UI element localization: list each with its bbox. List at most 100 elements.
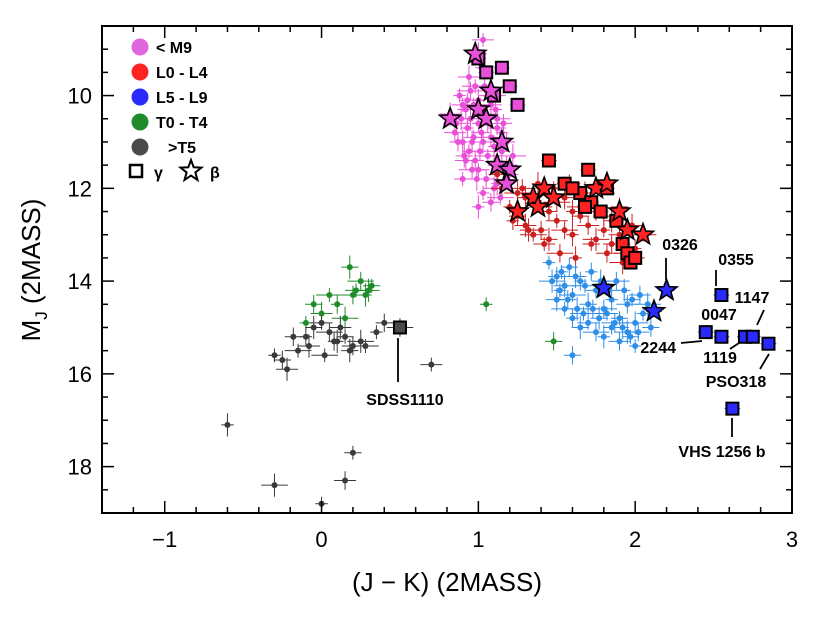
annotation-label: 2244 [640,340,676,357]
field-point [326,329,333,336]
field-point [541,240,548,247]
field-point [553,273,560,280]
field-point [556,287,563,294]
field-point [271,352,278,359]
field-point [592,329,599,336]
y-axis-label-main: M [16,320,46,342]
field-point [470,134,477,141]
y-axis-label: MJ (2MASS) [16,199,51,342]
field-point [589,305,596,312]
field-point [451,129,458,136]
field-point [572,254,579,261]
annotation-label: SDSS1110 [366,392,444,409]
field-point [632,319,639,326]
x-tick-label: 2 [629,527,641,552]
field-point [279,356,286,363]
field-point [310,324,317,331]
field-point [368,282,375,289]
beta-star-point [497,156,523,181]
legend: < M9 L0 - L4 L5 - L9 T0 - T4 >T5 γ β [128,38,220,183]
y-tick-label: 16 [68,362,92,387]
field-point [224,421,231,428]
field-point [346,264,353,271]
field-point [525,227,532,234]
gamma-square-point [628,250,643,265]
field-point [362,292,369,299]
field-point [492,106,499,113]
field-point [577,278,584,285]
field-point [346,347,353,354]
field-point [483,301,490,308]
field-point [284,366,291,373]
field-point [585,222,592,229]
field-point [381,319,388,326]
axis-ticks [102,26,792,513]
field-point [561,227,568,234]
gamma-square-point [578,199,592,214]
field-point [464,125,471,132]
field-point [478,129,485,136]
beta-star-point [540,184,567,209]
field-point [600,333,607,340]
beta-star-point [473,105,499,130]
field-point [549,278,556,285]
field-point [349,292,356,299]
beta-star-point [493,170,520,195]
y-tick-label: 14 [68,269,92,294]
gamma-square-point [698,325,713,340]
field-point [588,240,595,247]
annotation-leader-line [756,309,765,326]
field-point [459,101,466,108]
beta-star-point [478,77,504,102]
field-point [318,310,325,317]
field-point [553,217,560,224]
field-point [473,176,480,183]
gamma-square-point [761,336,776,351]
beta-star-point [504,198,531,223]
field-point [310,301,317,308]
gamma-square-point [502,79,517,94]
legend-label: L5 - L9 [156,90,208,107]
field-point [577,324,584,331]
gamma-square-point [714,288,729,303]
beta-star-point [525,193,551,218]
gamma-square-point [725,401,740,416]
annotation-label: 1147 [735,290,770,307]
x-tick-label: −1 [152,527,177,552]
field-point [326,292,333,299]
legend-swatch [131,88,149,106]
field-point [497,194,504,201]
field-point [613,278,620,285]
field-point [592,236,599,243]
field-point [428,361,435,368]
x-tick-label: 0 [315,527,327,552]
legend-label: < M9 [156,40,192,57]
field-point [616,338,623,345]
field-point [561,305,568,312]
field-point [561,194,568,201]
field-point [632,343,639,350]
field-point [580,310,587,317]
field-point [353,287,360,294]
field-point [621,287,628,294]
field-point [608,240,615,247]
field-point [644,301,651,308]
annotation-leader-line [759,353,770,370]
field-point [302,333,309,340]
field-point [362,343,369,350]
legend-label: L0 - L4 [156,65,208,82]
field-point [480,189,487,196]
field-point [334,301,341,308]
beta-star-point [641,297,667,322]
field-point [556,250,563,257]
field-point [522,222,529,229]
field-point [290,333,297,340]
field-point [629,296,636,303]
field-point [616,315,623,322]
beta-star-point [489,128,515,153]
field-point [569,292,576,299]
field-point [373,329,380,336]
field-point [342,333,349,340]
gamma-square-point [494,60,509,75]
field-point [357,338,364,345]
